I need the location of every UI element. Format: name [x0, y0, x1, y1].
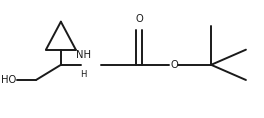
Text: O: O — [135, 14, 143, 24]
Text: NH: NH — [76, 50, 91, 60]
Text: H: H — [80, 70, 86, 79]
Text: HO: HO — [1, 75, 16, 85]
Text: O: O — [170, 60, 178, 70]
